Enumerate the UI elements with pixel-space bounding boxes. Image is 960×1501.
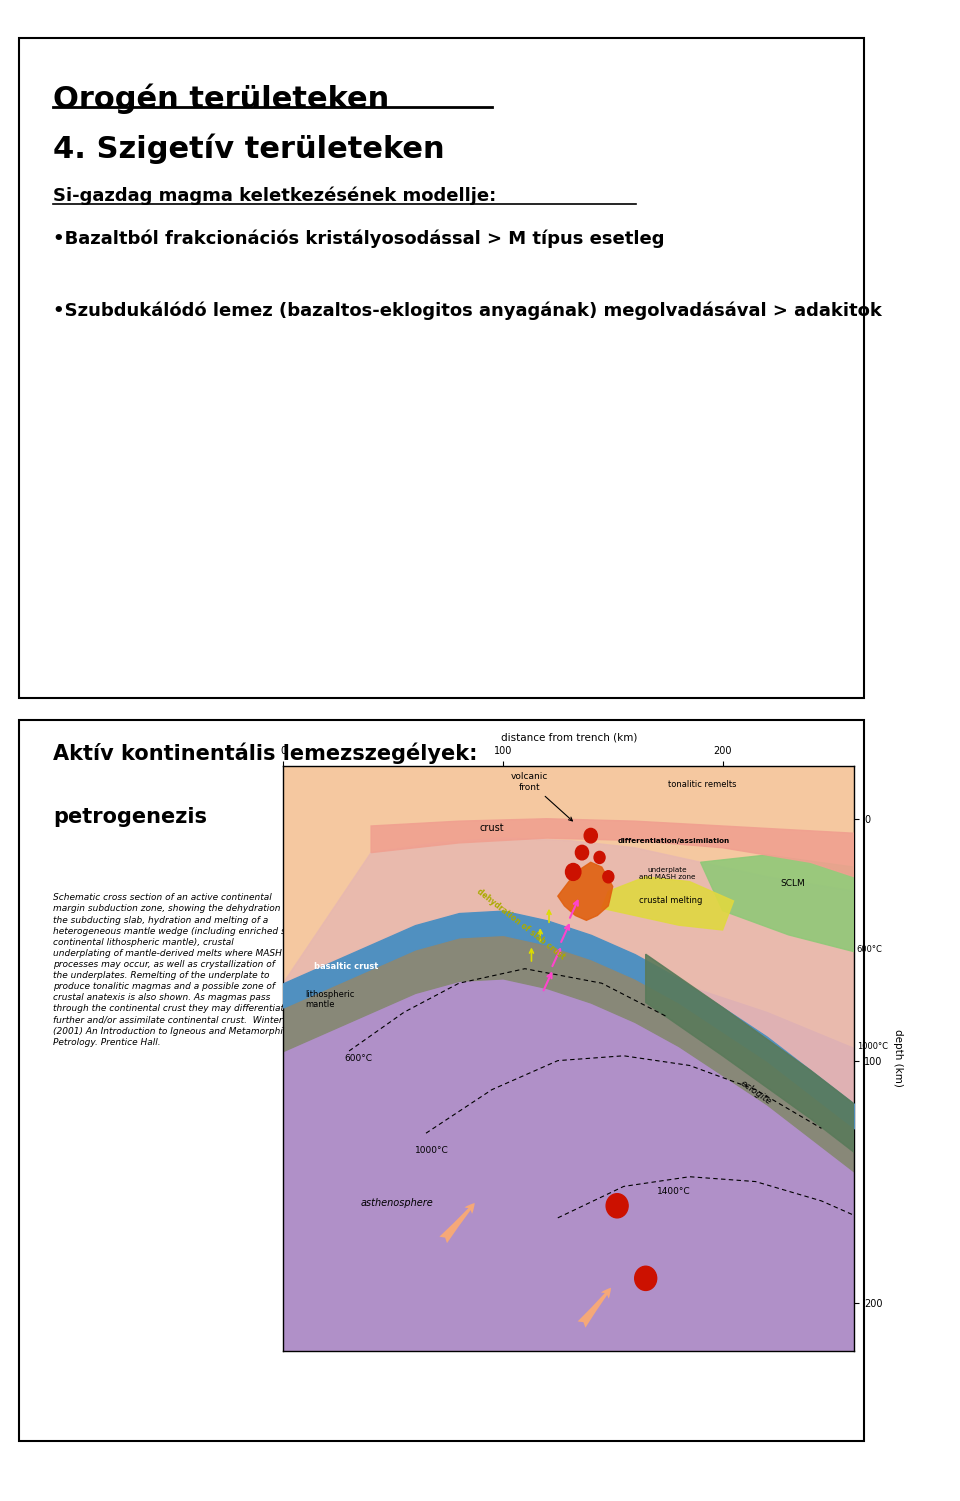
Text: 600°C: 600°C xyxy=(345,1054,372,1063)
Text: underplate
and MASH zone: underplate and MASH zone xyxy=(639,868,696,880)
Text: •Szubdukálódó lemez (bazaltos-eklogitos anyagának) megolvadásával > adakitok: •Szubdukálódó lemez (bazaltos-eklogitos … xyxy=(53,302,882,320)
Polygon shape xyxy=(283,838,854,1105)
Text: 600°C: 600°C xyxy=(856,944,882,953)
Text: basaltic crust: basaltic crust xyxy=(314,962,378,971)
Circle shape xyxy=(603,871,613,883)
Text: volcanic
front: volcanic front xyxy=(511,773,572,821)
Circle shape xyxy=(575,845,588,860)
X-axis label: distance from trench (km): distance from trench (km) xyxy=(500,732,637,741)
Text: asthenosphere: asthenosphere xyxy=(361,1198,434,1208)
Text: Orogén területeken: Orogén területeken xyxy=(53,84,389,114)
Circle shape xyxy=(565,863,581,881)
Text: petrogenezis: petrogenezis xyxy=(53,808,207,827)
Polygon shape xyxy=(283,955,854,1351)
Circle shape xyxy=(594,851,605,863)
Text: dehydration of slab crust: dehydration of slab crust xyxy=(474,887,566,961)
Text: 1000°C: 1000°C xyxy=(415,1145,448,1154)
Text: tonalitic remelts: tonalitic remelts xyxy=(667,781,736,790)
Text: lithospheric
mantle: lithospheric mantle xyxy=(305,991,354,1009)
Text: crust: crust xyxy=(480,823,504,833)
Circle shape xyxy=(635,1267,657,1291)
Text: SCLM: SCLM xyxy=(780,880,805,889)
Polygon shape xyxy=(558,862,612,920)
Text: differentiation/assimilation: differentiation/assimilation xyxy=(617,838,730,844)
Text: Aktív kontinentális lemezszegélyek:: Aktív kontinentális lemezszegélyek: xyxy=(53,741,477,764)
Text: Si-gazdag magma keletkezésének modellje:: Si-gazdag magma keletkezésének modellje: xyxy=(53,186,496,204)
Text: Schematic cross section of an active continental
margin subduction zone, showing: Schematic cross section of an active con… xyxy=(53,893,300,1046)
Polygon shape xyxy=(701,856,854,952)
Text: crustal melting: crustal melting xyxy=(639,896,703,905)
Text: 1400°C: 1400°C xyxy=(657,1187,690,1196)
Text: eclogite: eclogite xyxy=(738,1078,773,1106)
Y-axis label: depth (km): depth (km) xyxy=(894,1030,903,1087)
Text: •Bazaltból frakcionációs kristályosodással > M típus esetleg: •Bazaltból frakcionációs kristályosodáss… xyxy=(53,230,664,248)
Circle shape xyxy=(585,829,597,844)
Polygon shape xyxy=(372,818,854,877)
Text: 4. Szigetív területeken: 4. Szigetív területeken xyxy=(53,134,444,164)
Polygon shape xyxy=(646,955,854,1153)
Text: 1000°C: 1000°C xyxy=(856,1042,888,1051)
Circle shape xyxy=(606,1193,628,1217)
Polygon shape xyxy=(602,877,733,931)
